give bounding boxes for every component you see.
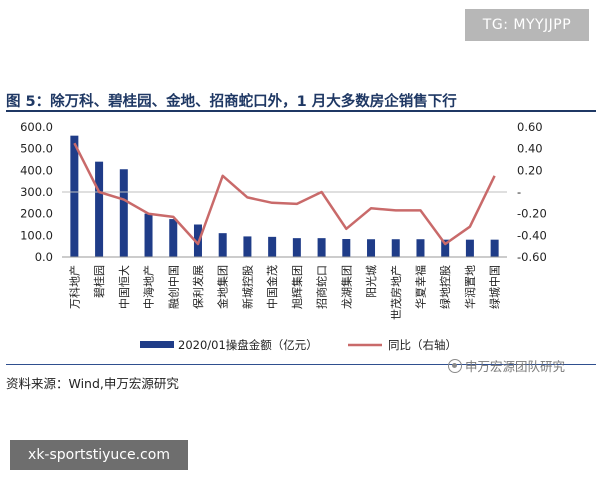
bar [367, 239, 376, 257]
bar [391, 239, 400, 257]
bar [292, 238, 301, 257]
bar [416, 239, 425, 257]
tg-badge: TG: MYYJJPP [465, 9, 589, 41]
category-label: 阳光城 [364, 265, 378, 298]
category-label: 金地集团 [216, 265, 230, 309]
legend-line-label: 同比（右轴） [388, 338, 457, 352]
left-tick-label: 100.0 [20, 228, 53, 242]
yoy-line [73, 142, 496, 246]
legend: 2020/01操盘金额（亿元） 同比（右轴） [140, 338, 457, 352]
bar [268, 236, 277, 257]
right-axis: -0.60-0.40-0.20-0.200.400.60 [517, 120, 547, 264]
bar [490, 239, 499, 257]
left-tick-label: 200.0 [20, 207, 53, 221]
title-rule [6, 110, 596, 112]
right-tick-label: -0.20 [517, 207, 547, 221]
category-label: 融创中国 [167, 265, 180, 309]
left-tick-label: 500.0 [20, 142, 53, 156]
bar [465, 239, 474, 257]
legend-bar-label: 2020/01操盘金额（亿元） [178, 338, 318, 352]
watermark-text: 申万宏源团队研究 [465, 359, 566, 374]
source-rule [6, 364, 596, 365]
bar [218, 233, 227, 257]
bar-series [70, 135, 499, 257]
category-label: 中海地产 [142, 265, 156, 309]
right-tick-label: - [517, 185, 521, 199]
category-label: 华夏幸福 [413, 265, 427, 309]
category-label: 旭辉集团 [290, 265, 304, 309]
right-tick-label: -0.40 [517, 228, 547, 242]
line-series [73, 142, 496, 246]
left-tick-label: 400.0 [20, 163, 53, 177]
right-tick-label: 0.60 [517, 120, 543, 134]
category-label: 中国金茂 [265, 265, 279, 309]
bar [169, 219, 178, 257]
category-label: 万科地产 [67, 265, 81, 309]
bar [342, 239, 351, 257]
bar [243, 236, 252, 257]
right-tick-label: -0.60 [517, 250, 547, 264]
category-label: 世茂房地产 [389, 265, 403, 320]
left-tick-label: 600.0 [20, 120, 53, 134]
category-label: 中国恒大 [117, 265, 131, 309]
category-labels: 万科地产 碧桂园 中国恒大 中海地产 融创中国 保利发展 金地集团 新城控股 中国金茂 旭辉集团招… [67, 265, 501, 320]
category-label: 新城控股 [240, 265, 254, 309]
bar [144, 213, 153, 257]
figure-title: 图 5：除万科、碧桂园、金地、招商蛇口外，1 月大多数房企销售下行 [6, 94, 457, 110]
category-label: 保利发展 [191, 265, 205, 309]
category-label: 华润置地 [463, 265, 477, 309]
left-tick-label: 0.0 [35, 250, 53, 264]
left-tick-label: 300.0 [20, 185, 53, 199]
bar [119, 169, 128, 257]
watermark: 申万宏源团队研究 [448, 356, 565, 375]
bar [95, 161, 104, 257]
right-axis-zero-line [62, 191, 507, 258]
source-note: 资料来源：Wind,申万宏源研究 [6, 376, 179, 391]
bar [70, 135, 79, 257]
category-label: 碧桂园 [92, 265, 106, 298]
right-tick-label: 0.40 [517, 142, 543, 156]
legend-bar-swatch [140, 341, 174, 348]
left-axis: 0.0 100.0 200.0 300.0 400.0 500.0 600.0 [20, 120, 53, 264]
category-label: 绿地控股 [438, 265, 452, 309]
category-label: 龙湖集团 [339, 265, 353, 309]
right-tick-label: 0.20 [517, 163, 543, 177]
category-label: 绿城中国 [488, 265, 502, 309]
site-badge: xk-sportstiyuce.com [10, 440, 188, 470]
bar [441, 239, 450, 257]
wechat-icon [448, 358, 462, 373]
bar [317, 238, 326, 257]
category-label: 招商蛇口 [315, 265, 329, 309]
